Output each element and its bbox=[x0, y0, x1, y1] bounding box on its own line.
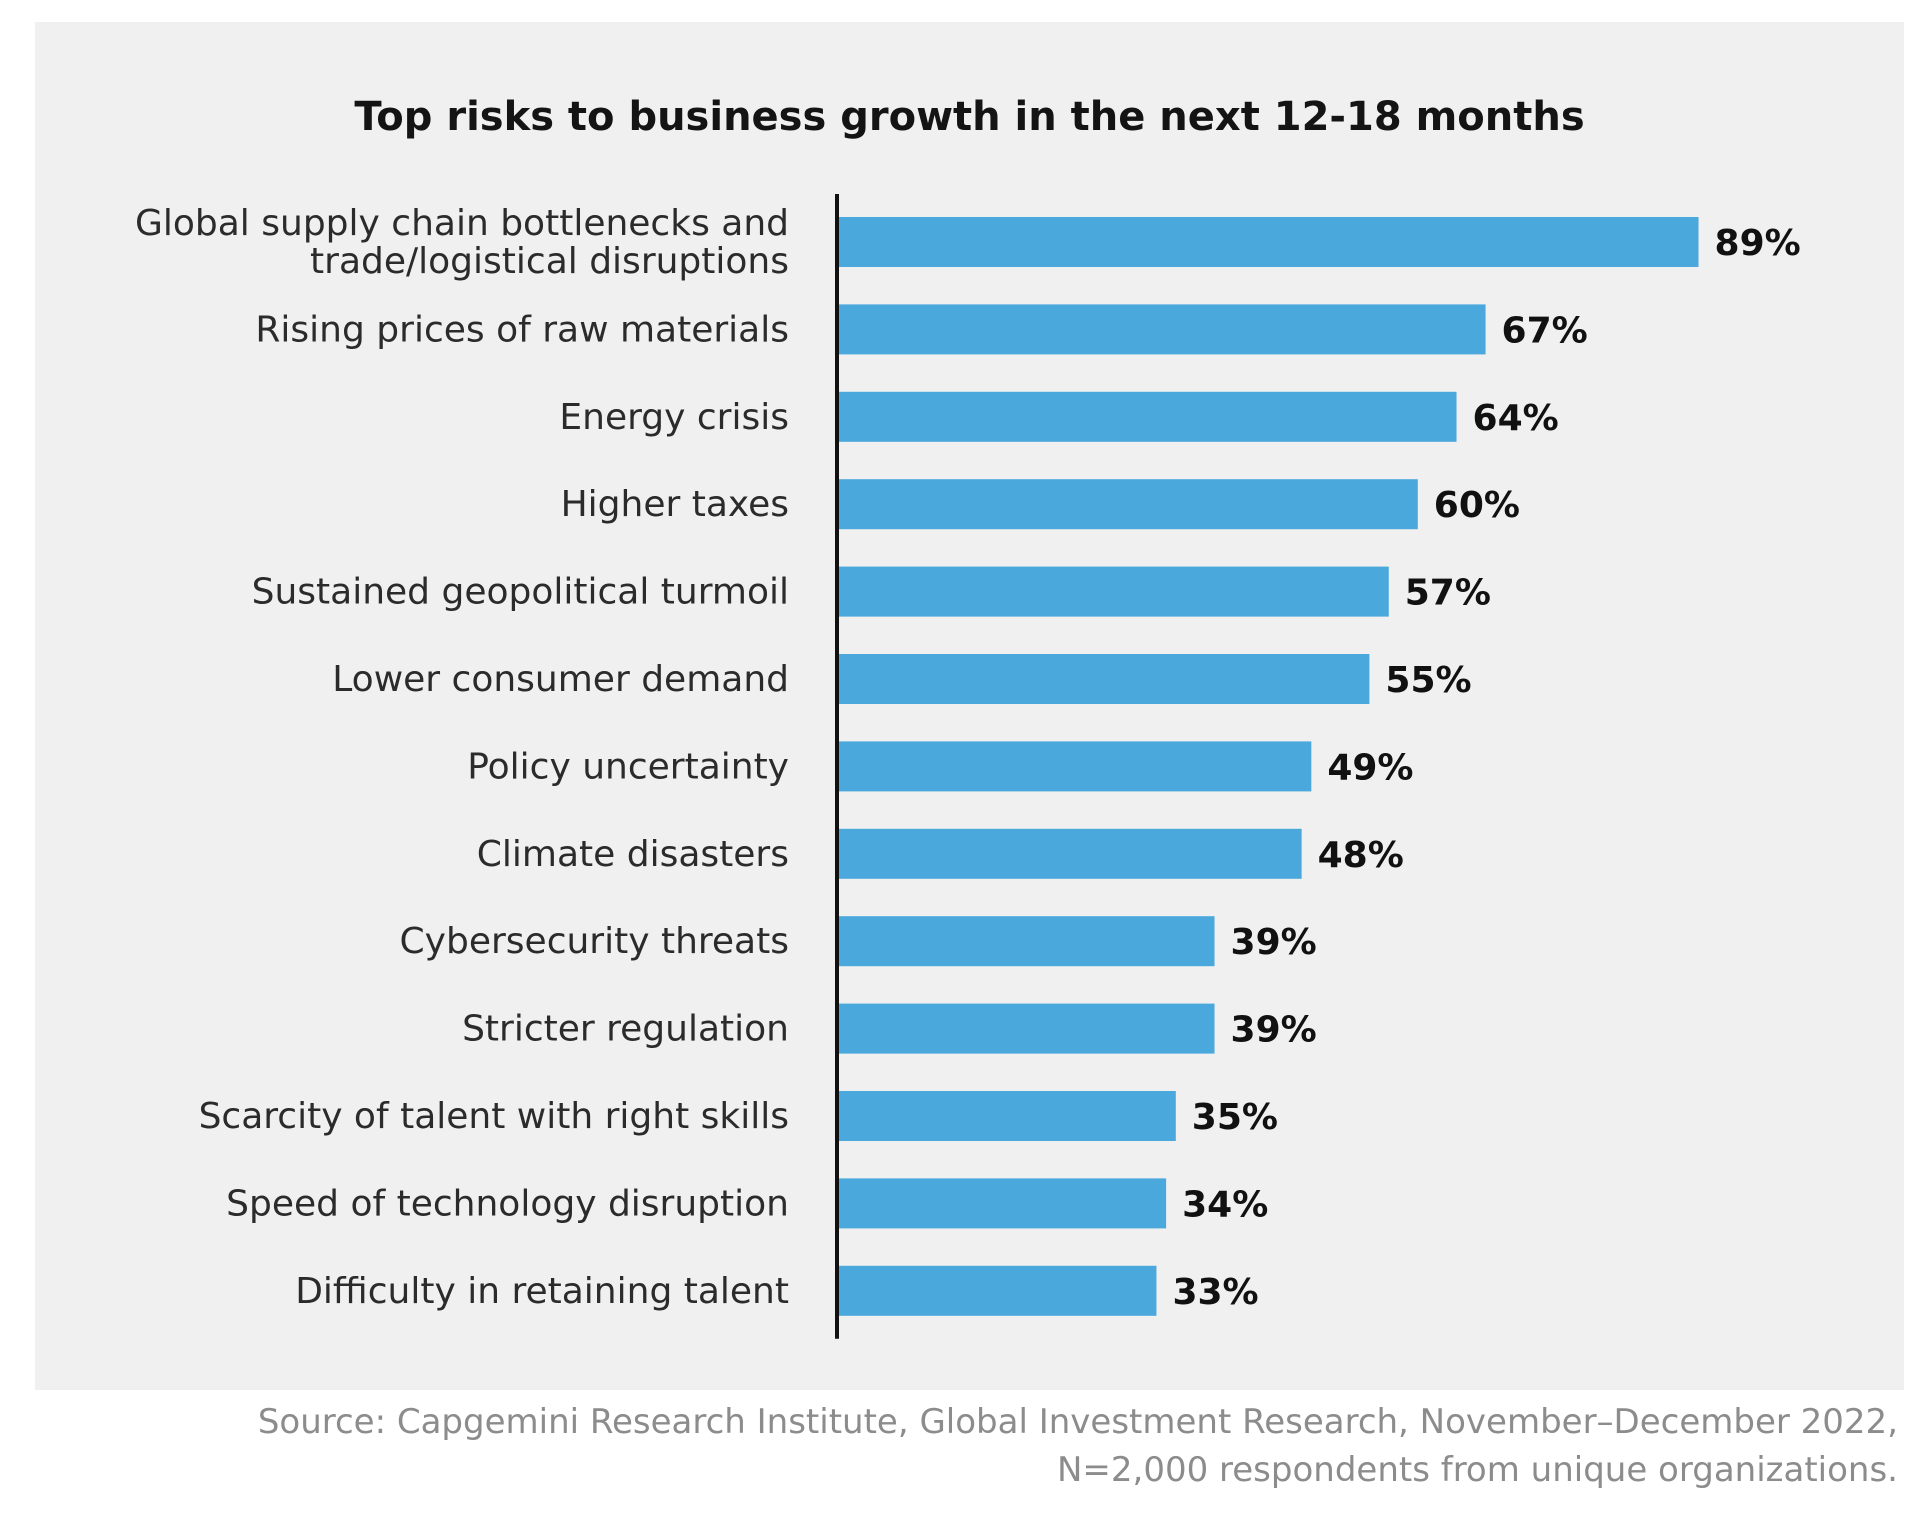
category-label-13: Difficulty in retaining talent bbox=[295, 1271, 789, 1312]
bar-5 bbox=[837, 566, 1389, 617]
bar-2 bbox=[837, 304, 1486, 355]
category-label-9: Cybersecurity threats bbox=[400, 921, 789, 962]
category-label-10: Stricter regulation bbox=[462, 1009, 789, 1050]
bar-9 bbox=[837, 916, 1215, 967]
bar-8 bbox=[837, 828, 1302, 879]
bar-3 bbox=[837, 391, 1457, 442]
category-label-11: Scarcity of talent with right skills bbox=[199, 1096, 789, 1137]
category-label-1-line-2: trade/logistical disruptions bbox=[310, 241, 789, 282]
category-label-7: Policy uncertainty bbox=[467, 746, 789, 787]
value-label-13: 33% bbox=[1172, 1272, 1258, 1313]
bar-12 bbox=[837, 1178, 1167, 1229]
value-label-7: 49% bbox=[1327, 747, 1413, 788]
category-label-12: Speed of technology disruption bbox=[226, 1183, 789, 1224]
category-label-2: Rising prices of raw materials bbox=[255, 309, 789, 350]
value-label-5: 57% bbox=[1405, 573, 1491, 614]
value-label-4: 60% bbox=[1434, 485, 1520, 526]
source-line-1: Source: Capgemini Research Institute, Gl… bbox=[257, 1402, 1898, 1442]
category-label-3: Energy crisis bbox=[559, 397, 789, 438]
bar-11 bbox=[837, 1091, 1176, 1141]
value-label-2: 67% bbox=[1502, 310, 1588, 351]
value-label-12: 34% bbox=[1182, 1184, 1268, 1225]
source-note: Source: Capgemini Research Institute, Gl… bbox=[98, 1398, 1898, 1494]
category-label-1-line-1: Global supply chain bottlenecks and bbox=[135, 203, 789, 244]
bar-1 bbox=[837, 217, 1699, 267]
chart-panel: Top risks to business growth in the next… bbox=[35, 22, 1904, 1390]
chart-title: Top risks to business growth in the next… bbox=[354, 94, 1585, 140]
value-label-10: 39% bbox=[1231, 1010, 1317, 1051]
bar-chart: 89% Global supply chain bottlenecks andtr… bbox=[135, 194, 1801, 1339]
category-label-6: Lower consumer demand bbox=[332, 659, 789, 700]
value-label-8: 48% bbox=[1318, 835, 1404, 876]
value-label-6: 55% bbox=[1385, 660, 1471, 701]
bar-10 bbox=[837, 1003, 1215, 1054]
bar-6 bbox=[837, 654, 1370, 704]
category-label-4: Higher taxes bbox=[561, 484, 789, 525]
source-line-2: N=2,000 respondents from unique organiza… bbox=[1056, 1450, 1898, 1490]
value-label-1: 89% bbox=[1715, 223, 1801, 264]
category-label-8: Climate disasters bbox=[477, 834, 789, 875]
value-label-11: 35% bbox=[1192, 1097, 1278, 1138]
bar-13 bbox=[837, 1265, 1157, 1316]
bar-4 bbox=[837, 479, 1418, 530]
category-label-5: Sustained geopolitical turmoil bbox=[252, 572, 789, 613]
value-label-3: 64% bbox=[1473, 398, 1559, 439]
bar-7 bbox=[837, 741, 1312, 792]
value-label-9: 39% bbox=[1231, 922, 1317, 963]
